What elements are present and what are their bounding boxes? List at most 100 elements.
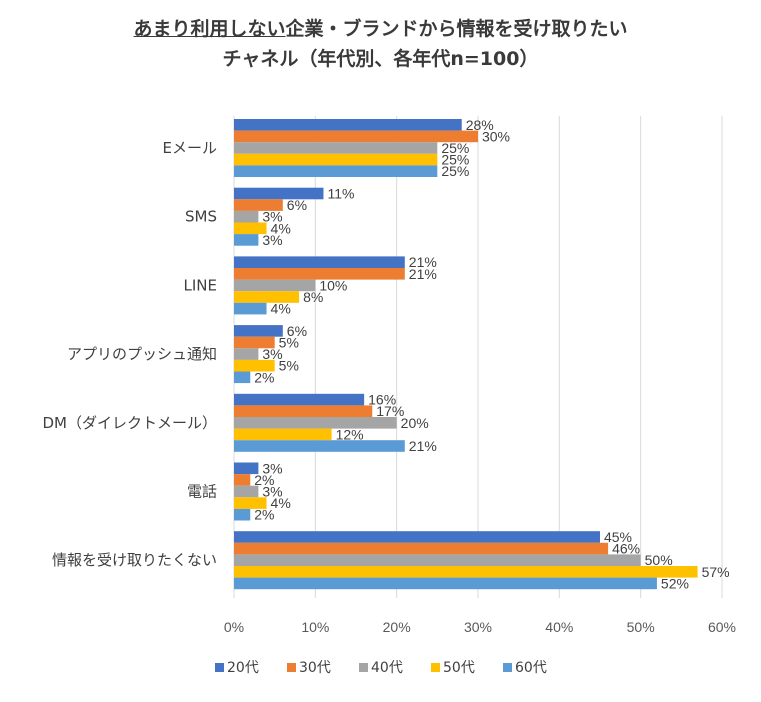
bar [234,268,405,280]
bar [234,336,275,349]
data-label: 6% [287,197,307,213]
bar [234,371,251,384]
bar [234,474,251,486]
bar [234,577,657,590]
data-label: 25% [441,163,469,179]
bar [234,119,462,131]
data-label: 3% [262,232,282,248]
data-label: 25% [441,152,469,168]
data-label: 8% [303,289,323,305]
title-rest: 企業・ブランドから情報を受け取りたい [285,18,628,40]
legend-label: 40代 [371,660,403,676]
bar [234,142,438,154]
bar [234,462,259,475]
data-label: 21% [409,254,437,270]
bar [234,393,365,406]
data-label: 3% [262,460,282,476]
data-label: 45% [604,529,632,545]
legend-swatch [359,663,368,672]
category-label: 情報を受け取りたくない [52,551,217,569]
chart-subtitle: チャネル（年代別、各年代n=100） [222,48,539,70]
bar [234,325,283,337]
title-underlined: あまり利用しない [133,18,286,40]
data-label: 21% [409,438,437,454]
data-label: 21% [409,266,437,282]
data-label: 4% [271,301,291,317]
data-label: 25% [441,140,469,156]
bar [234,497,267,509]
bar [234,165,438,177]
data-label: 12% [336,426,364,442]
category-label: Eメール [163,139,217,157]
bar [234,359,275,372]
bar [234,508,251,521]
bar [234,428,332,441]
category-label: DM（ダイレクトメール） [43,414,218,432]
bar [234,417,397,429]
data-label: 52% [661,575,689,591]
data-label: 2% [254,507,274,523]
x-tick-label: 60% [708,619,736,635]
bar [234,279,316,292]
chart-title: あまり利用しない企業・ブランドから情報を受け取りたい チャネル（年代別、各年代n… [0,14,761,74]
category-label: 電話 [187,483,217,501]
legend-label: 30代 [299,660,331,676]
data-label: 2% [254,472,274,488]
data-label: 28% [466,117,494,133]
data-label: 17% [376,403,404,419]
data-label: 30% [482,128,510,144]
data-label: 11% [327,186,354,202]
bar [234,485,259,498]
legend-swatch [215,663,224,672]
data-label: 20% [401,415,429,431]
bar [234,199,283,211]
bar [234,210,259,223]
bar [234,531,600,543]
data-label: 5% [279,335,299,351]
bar [234,234,259,246]
data-label: 50% [645,552,673,568]
x-tick-label: 50% [627,619,655,635]
x-tick-label: 20% [383,619,411,635]
bar [234,222,267,235]
x-tick-label: 30% [464,619,492,635]
legend-label: 60代 [515,660,547,676]
legend-swatch [431,663,440,672]
data-label: 16% [368,392,396,408]
x-tick-label: 10% [301,619,329,635]
legend-label: 20代 [227,660,259,676]
data-label: 46% [612,541,640,557]
category-label: LINE [184,276,217,294]
bar [234,187,324,200]
bar [234,405,373,417]
legend-label: 50代 [443,660,475,676]
bar [234,153,438,166]
category-label: SMS [185,208,217,226]
x-tick-label: 40% [545,619,573,635]
category-label: アプリのプッシュ通知 [67,345,217,363]
bar [234,566,698,578]
x-tick-label: 0% [224,619,244,635]
data-label: 5% [279,358,299,374]
title-line-1: あまり利用しない企業・ブランドから情報を受け取りたい [0,14,761,44]
bar [234,291,300,303]
data-label: 4% [271,495,291,511]
data-label: 3% [262,484,282,500]
data-label: 57% [702,564,730,580]
bar [234,348,259,360]
bar [234,302,267,315]
bar [234,130,478,143]
legend-swatch [287,663,296,672]
data-label: 4% [271,220,291,236]
bar [234,256,405,268]
data-label: 6% [287,323,307,339]
bar [234,542,609,555]
data-label: 3% [262,346,282,362]
data-label: 10% [319,277,347,293]
data-label: 2% [254,369,274,385]
bar [234,440,405,452]
data-label: 3% [262,209,282,225]
bar [234,554,641,566]
legend-swatch [503,663,512,672]
